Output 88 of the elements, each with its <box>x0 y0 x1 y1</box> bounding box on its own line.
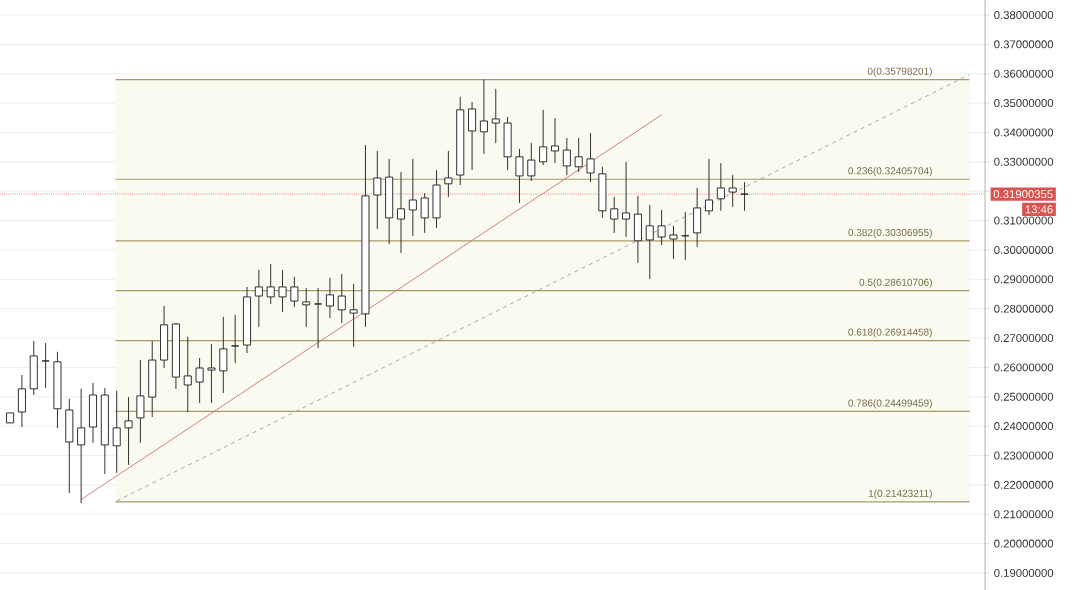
candlestick <box>716 162 725 212</box>
candlestick <box>361 144 370 328</box>
text: 13:46 <box>1025 205 1053 214</box>
candlestick <box>657 209 666 246</box>
candlestick <box>385 158 394 245</box>
y-tick-label: 0.26000000 <box>994 363 1054 372</box>
ref-line-label: 0.236(0.32405704) <box>848 167 932 177</box>
candlestick <box>148 340 157 418</box>
y-tick-label: 0.20000000 <box>994 539 1054 548</box>
candlestick <box>539 109 548 166</box>
y-tick-label: 0.27000000 <box>994 334 1054 343</box>
candlestick <box>479 79 488 155</box>
y-tick-label: 0.31000000 <box>994 216 1054 225</box>
candlestick <box>112 390 121 474</box>
candlestick <box>254 269 263 328</box>
candlestick <box>195 357 204 404</box>
y-tick-label: 0.24000000 <box>994 422 1054 431</box>
candlestick <box>622 161 631 238</box>
candlestick <box>349 283 358 348</box>
ref-line-label: 0.31900355 <box>993 190 1053 199</box>
candlestick <box>219 316 228 394</box>
candlestick <box>100 387 109 475</box>
ref-line-label: 0.382(0.30306955) <box>848 228 932 238</box>
candlestick <box>574 137 583 173</box>
candlestick <box>171 323 180 390</box>
candlestick <box>468 101 477 171</box>
candlestick <box>610 196 619 234</box>
candlestick <box>231 314 240 364</box>
candlestick <box>527 142 536 182</box>
candlestick <box>598 166 607 219</box>
y-tick-label: 0.36000000 <box>994 69 1054 78</box>
candlestick <box>41 342 50 389</box>
candlestick <box>740 181 749 212</box>
y-tick-label: 0.38000000 <box>994 10 1054 19</box>
candlestick <box>242 286 252 354</box>
candlestick <box>728 174 737 208</box>
candlestick <box>17 374 26 428</box>
candlestick <box>645 204 654 280</box>
candlestick <box>29 340 38 396</box>
candlestick <box>704 158 714 216</box>
candlestick <box>88 382 98 444</box>
candlestick <box>515 148 524 204</box>
ref-line-label: 0.786(0.24499459) <box>848 399 932 409</box>
ref-line-label: 0.5(0.28610706) <box>859 278 932 288</box>
y-tick-label: 0.25000000 <box>994 392 1054 401</box>
y-tick-label: 0.29000000 <box>994 275 1054 284</box>
candlestick <box>65 398 74 494</box>
candlestick <box>693 187 702 248</box>
candlestick <box>302 287 311 328</box>
y-tick-label: 0.30000000 <box>994 245 1054 254</box>
candlestick <box>207 343 216 404</box>
candlestick <box>290 276 299 308</box>
candlestick <box>266 263 275 305</box>
candlestick <box>337 273 346 324</box>
candlestick <box>503 116 512 171</box>
ref-line-label: 1(0.21423211) <box>868 489 932 499</box>
candlestick <box>491 88 500 144</box>
candlestick <box>550 117 560 164</box>
candlestick <box>633 195 642 264</box>
candlestick <box>53 351 62 429</box>
y-tick-label: 0.28000000 <box>994 304 1054 313</box>
candlestick <box>160 305 169 369</box>
ref-line-label: 0.618(0.26914458) <box>848 328 932 338</box>
candlestick <box>325 277 334 319</box>
candlestick <box>420 192 429 234</box>
y-tick-label: 0.22000000 <box>994 480 1054 489</box>
candlestick <box>586 132 595 183</box>
candlestick <box>408 158 417 237</box>
candlestick <box>183 336 192 413</box>
y-tick-label: 0.35000000 <box>994 99 1054 108</box>
candlestick <box>278 269 287 313</box>
candlestick <box>373 150 382 230</box>
candlestick <box>124 396 133 466</box>
y-tick-label: 0.33000000 <box>994 157 1054 166</box>
candlestick <box>432 169 441 229</box>
candlestick <box>669 225 678 260</box>
y-tick-label: 0.19000000 <box>994 568 1054 577</box>
candlestick <box>136 359 145 444</box>
candlestick <box>456 96 465 186</box>
candlestick <box>396 171 406 254</box>
ref-line-label: 0(0.35798201) <box>867 67 932 77</box>
y-tick-label: 0.23000000 <box>994 451 1054 460</box>
candlestick <box>444 150 453 198</box>
y-tick-label: 0.37000000 <box>994 40 1054 49</box>
y-tick-label: 0.21000000 <box>994 510 1054 519</box>
candlestick <box>77 388 86 504</box>
y-tick-label: 0.34000000 <box>994 128 1054 137</box>
candlestick <box>562 137 571 176</box>
